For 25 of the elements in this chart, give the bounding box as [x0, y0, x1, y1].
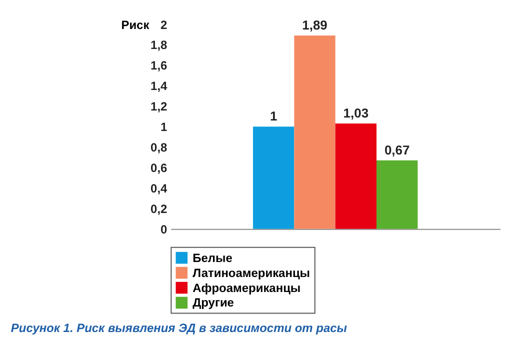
y-axis-title: Риск	[121, 18, 150, 32]
y-tick-label: 0,4	[150, 181, 168, 196]
legend-label: Латиноамериканцы	[192, 266, 310, 280]
legend-label: Белые	[192, 250, 233, 265]
y-tick-label: 1	[160, 120, 168, 134]
data-label: 0,67	[384, 142, 410, 158]
legend-label: Другие	[192, 296, 234, 310]
data-label: 1	[270, 108, 278, 124]
data-label: 1,89	[302, 18, 328, 33]
y-tick-label: 1,6	[150, 58, 168, 73]
legend-label: Афроамериканцы	[192, 280, 301, 295]
y-tick-label: 0	[160, 222, 168, 236]
bar	[294, 36, 336, 229]
y-tick-label: 1,4	[150, 79, 168, 94]
y-tick-label: 1,2	[150, 100, 168, 114]
text: Рисунок 1. Риск выявления ЭД в зависимости от расы	[10, 321, 348, 336]
y-tick-label: 0,8	[150, 140, 168, 155]
y-tick-label: 1,8	[150, 38, 168, 52]
bar	[253, 126, 294, 229]
y-tick-label: 0,2	[150, 202, 168, 216]
y-tick-label: 2	[160, 18, 168, 32]
y-tick-label: 0,6	[150, 160, 168, 175]
bar	[335, 124, 377, 229]
bar	[376, 160, 418, 229]
data-label: 1,03	[343, 106, 369, 121]
